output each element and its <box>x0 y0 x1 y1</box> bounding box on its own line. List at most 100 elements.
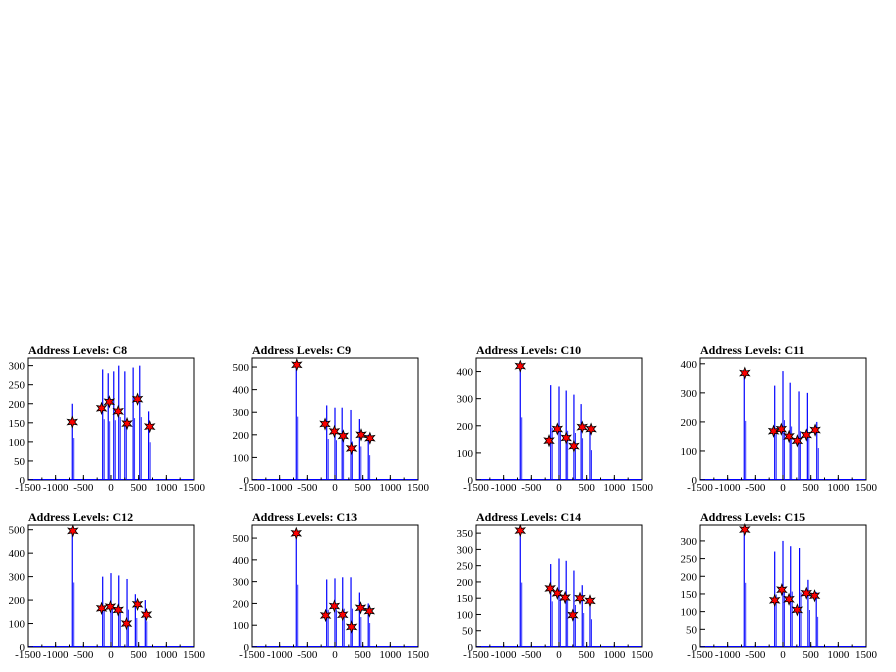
y-tick-label: 0 <box>20 642 26 654</box>
y-tick-label: 100 <box>9 437 26 449</box>
chart-panel-0: Address Levels: C8 0 50 100 150 200 250 300 -150… <box>9 343 206 494</box>
peak-marker <box>290 526 303 540</box>
y-tick-label: 200 <box>457 421 474 433</box>
peak-marker <box>66 415 79 429</box>
x-tick-label: 1500 <box>407 482 430 494</box>
peak-marker <box>800 586 812 600</box>
y-tick-label: 150 <box>457 593 474 605</box>
peak-marker <box>345 620 358 634</box>
peak-marker <box>574 591 586 605</box>
x-tick-label: 1000 <box>827 482 850 494</box>
peak-marker <box>143 419 156 434</box>
y-tick-label: 0 <box>692 475 698 487</box>
y-tick-label: 400 <box>233 385 250 397</box>
peak-marker <box>337 429 350 443</box>
peak-marker <box>319 417 331 431</box>
peak-marker <box>103 395 116 409</box>
peak-marker <box>568 439 580 453</box>
x-tick-label: 0 <box>780 482 786 494</box>
x-tick-label: 1500 <box>855 649 878 661</box>
chart-panel-6: Address Levels: C14 0 50 100 150 200 250 300 350… <box>457 510 654 661</box>
y-tick-label: 400 <box>233 555 250 567</box>
y-tick-label: 100 <box>681 446 698 458</box>
y-tick-label: 50 <box>686 624 698 636</box>
peak-marker <box>140 607 153 622</box>
chart-panel-4: Address Levels: C12 0 100 200 300 400 500 -1500… <box>9 510 206 661</box>
y-tick-label: 100 <box>457 448 474 460</box>
x-tick-label: -500 <box>73 482 94 494</box>
chart-panel-7: Address Levels: C15 0 50 100 150 200 250 300 -15… <box>681 510 878 661</box>
x-tick-label: -1500 <box>463 482 489 494</box>
y-tick-label: 0 <box>468 642 474 654</box>
peak-marker <box>783 429 795 444</box>
peak-marker <box>776 583 788 597</box>
y-tick-label: 300 <box>9 361 26 373</box>
chart-title: Address Levels: C13 <box>252 510 357 524</box>
x-tick-label: -500 <box>73 649 94 661</box>
x-tick-label: -1500 <box>463 649 489 661</box>
peak-marker <box>791 434 804 448</box>
y-tick-label: 300 <box>457 394 474 406</box>
peak-marker <box>112 603 124 617</box>
peak-marker <box>95 401 108 415</box>
peak-marker <box>120 616 133 631</box>
y-tick-label: 300 <box>9 572 26 584</box>
peak-marker <box>104 599 117 614</box>
peak-marker <box>585 422 597 436</box>
x-tick-label: -500 <box>297 649 318 661</box>
peak-marker <box>514 523 527 538</box>
x-tick-label: 1500 <box>183 649 206 661</box>
chart-title: Address Levels: C8 <box>28 343 127 357</box>
peak-marker <box>739 522 751 537</box>
x-tick-label: 0 <box>556 482 562 494</box>
x-tick-label: 500 <box>130 482 147 494</box>
x-tick-label: 1000 <box>379 482 402 494</box>
x-tick-label: 500 <box>354 649 371 661</box>
peak-marker <box>328 424 341 439</box>
x-tick-label: 500 <box>578 649 595 661</box>
chart-title: Address Levels: C9 <box>252 343 351 357</box>
x-tick-label: -1000 <box>43 649 69 661</box>
y-tick-label: 250 <box>9 380 26 392</box>
y-tick-label: 200 <box>233 598 250 610</box>
peak-marker <box>67 524 79 538</box>
x-tick-label: -1000 <box>43 482 69 494</box>
peak-marker <box>121 416 133 431</box>
peak-marker <box>551 422 564 436</box>
chart-title: Address Levels: C14 <box>476 510 581 524</box>
y-tick-label: 100 <box>233 452 250 464</box>
x-tick-label: 0 <box>332 649 338 661</box>
x-tick-label: -500 <box>745 482 766 494</box>
peak-marker <box>559 590 571 605</box>
peak-marker <box>576 420 588 434</box>
peak-marker <box>355 428 367 442</box>
x-tick-label: -1000 <box>267 649 293 661</box>
peak-marker <box>319 608 332 623</box>
peak-marker <box>800 428 812 442</box>
y-tick-label: 200 <box>681 417 698 429</box>
x-tick-label: -1500 <box>239 649 265 661</box>
y-tick-label: 100 <box>681 607 698 619</box>
y-tick-label: 200 <box>9 399 26 411</box>
chart-panel-5: Address Levels: C13 0 100 200 300 400 500 -1500… <box>233 510 430 661</box>
peak-marker <box>567 608 579 622</box>
y-tick-label: 100 <box>9 619 26 631</box>
x-tick-label: -1000 <box>491 482 517 494</box>
chart-title: Address Levels: C12 <box>28 510 133 524</box>
peak-marker <box>551 586 564 600</box>
chart-title: Address Levels: C11 <box>700 343 804 357</box>
peak-marker <box>112 404 124 419</box>
peak-marker <box>584 594 596 608</box>
x-tick-label: 0 <box>780 649 786 661</box>
chart-title: Address Levels: C15 <box>700 510 805 524</box>
y-tick-label: 0 <box>468 475 474 487</box>
peak-marker <box>364 431 376 445</box>
x-tick-label: -1000 <box>491 649 517 661</box>
x-tick-label: 1000 <box>827 649 850 661</box>
peak-marker <box>354 601 367 615</box>
peak-marker <box>543 434 555 448</box>
y-tick-label: 200 <box>457 577 474 589</box>
plot-frame <box>27 357 195 481</box>
peak-marker <box>544 581 556 596</box>
y-tick-label: 250 <box>681 554 698 566</box>
